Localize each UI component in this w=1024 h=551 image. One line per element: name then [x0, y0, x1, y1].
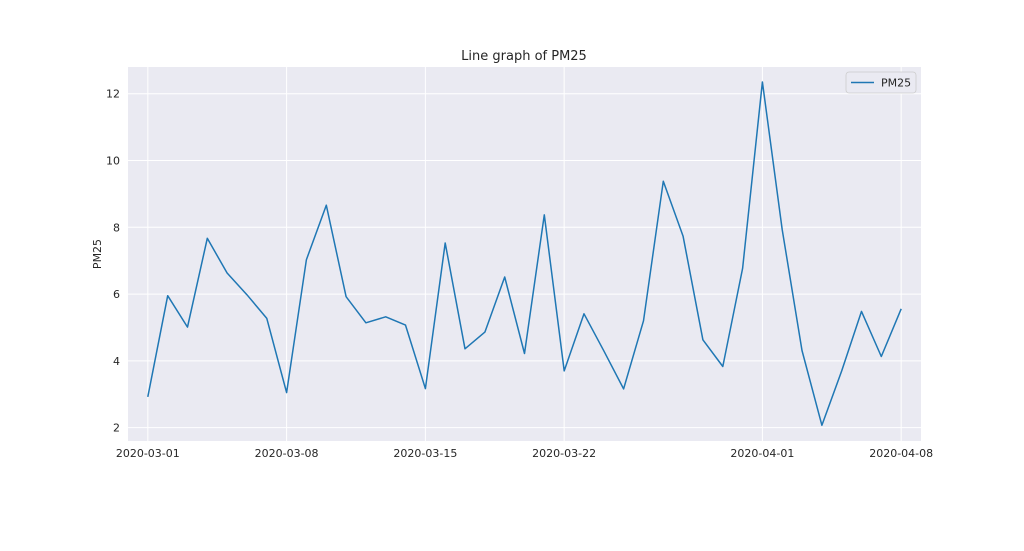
- y-tick-label: 6: [113, 288, 120, 301]
- legend: PM25: [845, 71, 917, 94]
- series-group: [147, 81, 902, 427]
- legend-label: PM25: [881, 77, 911, 90]
- legend-box: [845, 71, 917, 94]
- x-tick-label: 2020-03-01: [116, 447, 180, 460]
- y-tick-label: 2: [113, 422, 120, 435]
- x-tick-label: 2020-04-08: [869, 447, 933, 460]
- x-tick-label: 2020-03-22: [532, 447, 596, 460]
- y-tick-label: 8: [113, 221, 120, 234]
- x-tick-labels: 2020-03-01 2020-03-08 2020-03-15 2020-03-22…: [116, 447, 933, 460]
- y-tick-labels: 2 4 6 8 10 12: [106, 88, 120, 435]
- y-axis-label: PM25: [91, 239, 104, 269]
- y-tick-label: 12: [106, 88, 120, 101]
- x-tick-label: 2020-03-08: [255, 447, 319, 460]
- y-tick-label: 10: [106, 155, 120, 168]
- grid-lines: [128, 67, 921, 441]
- x-tick-label: 2020-04-01: [730, 447, 794, 460]
- x-tick-label: 2020-03-15: [393, 447, 457, 460]
- series-line-pm25: [147, 81, 902, 427]
- plot-background: [128, 67, 921, 441]
- chart-title: Line graph of PM25: [461, 49, 587, 64]
- y-tick-label: 4: [113, 355, 120, 368]
